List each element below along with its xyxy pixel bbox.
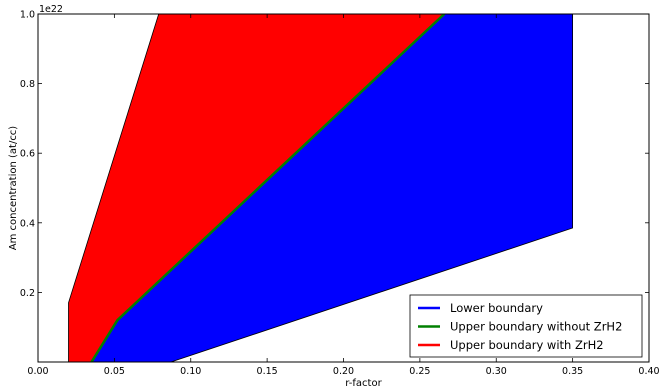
legend-label: Upper boundary with ZrH2 <box>450 338 604 352</box>
x-tick-label: 0.25 <box>409 366 430 377</box>
legend-box <box>409 294 643 358</box>
x-tick-label: 0.15 <box>257 366 278 377</box>
y-tick-label: 0.4 <box>20 218 35 229</box>
y-tick-label: 0.6 <box>20 149 35 160</box>
x-tick-label: 0.30 <box>486 366 507 377</box>
upper-boundary-without-zrh2-line <box>90 14 446 362</box>
y-tick-label: 0.2 <box>20 288 35 299</box>
legend: Lower boundary Upper boundary without ZrH… <box>409 294 643 358</box>
axes: 0.00 0.05 0.10 0.15 0.20 0.25 0.30 0.35 0.40 0.2 0… <box>8 4 659 389</box>
plot-area <box>38 14 649 362</box>
x-tick-label: 0.00 <box>27 366 48 377</box>
legend-label: Lower boundary <box>450 301 543 315</box>
y-tick-label: 0.8 <box>20 79 35 90</box>
x-tick-label: 0.10 <box>180 366 201 377</box>
y-offset-text: 1e22 <box>39 4 63 15</box>
x-tick-label: 0.40 <box>638 366 659 377</box>
x-tick-label: 0.20 <box>333 366 354 377</box>
x-axis-label: r-factor <box>345 378 382 389</box>
x-tick-label: 0.05 <box>104 366 125 377</box>
legend-label: Upper boundary without ZrH2 <box>450 320 622 334</box>
y-axis-label: Am concentration (at/cc) <box>8 126 19 251</box>
x-tick-label: 0.35 <box>562 366 583 377</box>
y-tick-label: 1.0 <box>20 10 35 21</box>
